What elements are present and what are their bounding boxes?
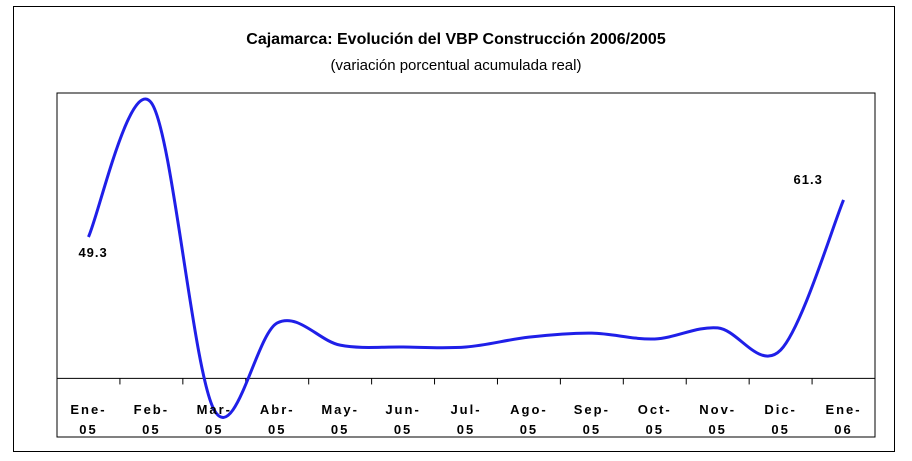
x-tick-label: Ago- 05 — [510, 402, 548, 437]
chart-subtitle: (variación porcentual acumulada real) — [330, 57, 582, 74]
x-tick-label: Dic- 05 — [764, 402, 797, 437]
chart-frame — [13, 6, 895, 452]
chart-title: Cajamarca: Evolución del VBP Construcció… — [246, 31, 666, 48]
x-tick-label: Feb- 05 — [133, 402, 170, 437]
x-tick-label: Jul- 05 — [450, 402, 482, 437]
x-tick-label: Oct- 05 — [637, 402, 672, 437]
x-tick-label: May- 05 — [321, 402, 359, 437]
x-tick-label: Nov- 05 — [699, 402, 737, 437]
x-tick-label: Abr- 05 — [259, 402, 295, 437]
data-label: 61.3 — [793, 171, 823, 187]
x-tick-label: Mar- 05 — [196, 402, 233, 437]
x-tick-label: Ene- 06 — [825, 402, 862, 437]
x-tick-label: Ene- 05 — [70, 402, 107, 437]
x-tick-label: Sep- 05 — [573, 402, 610, 437]
data-label: 49.3 — [78, 244, 108, 260]
plot-area — [56, 92, 876, 438]
series-line — [87, 97, 845, 419]
x-tick-label: Jun- 05 — [385, 402, 421, 437]
